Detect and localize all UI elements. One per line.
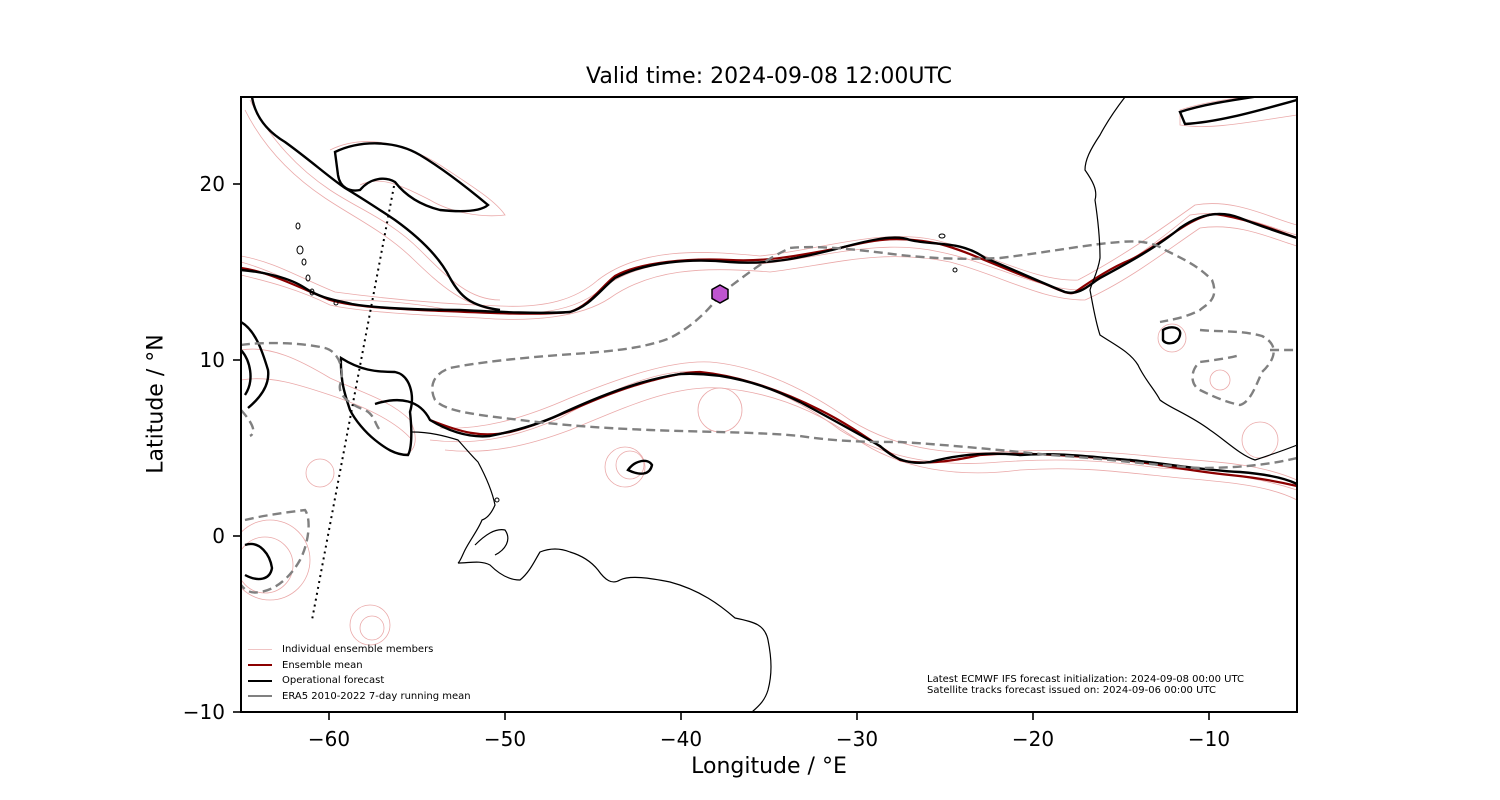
legend-label: Individual ensemble members xyxy=(282,644,434,655)
legend-item: ERA5 2010-2022 7-day running mean xyxy=(248,689,471,705)
y-tick-label: −10 xyxy=(182,700,225,724)
coastlines xyxy=(411,97,1297,712)
operational-forecast xyxy=(241,97,1297,581)
x-tick-label: −50 xyxy=(483,727,527,751)
legend-label: Ensemble mean xyxy=(282,659,363,671)
x-tick-label: −60 xyxy=(307,727,351,751)
plot-frame xyxy=(240,96,1298,713)
tick-marks xyxy=(233,183,1210,720)
hexagon-marker xyxy=(711,284,729,304)
legend-item: Individual ensemble members xyxy=(248,642,471,658)
y-tick-label: 0 xyxy=(212,524,225,548)
legend-swatch-era5 xyxy=(248,695,272,698)
y-tick-label: 10 xyxy=(199,348,225,372)
y-axis-label: Latitude / °N xyxy=(143,334,169,474)
y-tick-label: 20 xyxy=(199,172,225,196)
legend-label: ERA5 2010-2022 7-day running mean xyxy=(282,690,471,702)
legend-label: Operational forecast xyxy=(282,675,385,686)
legend-swatch-ensemble-members xyxy=(248,649,272,651)
legend-swatch-ensemble-mean xyxy=(248,664,272,667)
x-tick-label: −30 xyxy=(835,727,879,751)
islands xyxy=(295,222,958,503)
legend-item: Ensemble mean xyxy=(248,658,471,674)
satellite-track xyxy=(311,185,395,621)
forecast-annotation: Latest ECMWF IFS forecast initialization… xyxy=(927,674,1244,696)
ensemble-members xyxy=(241,97,1297,646)
annotation-line-2: Satellite tracks forecast issued on: 202… xyxy=(927,685,1216,696)
x-tick-label: −20 xyxy=(1011,727,1055,751)
legend-item: Operational forecast xyxy=(248,673,471,689)
x-tick-label: −40 xyxy=(659,727,703,751)
annotation-line-1: Latest ECMWF IFS forecast initialization… xyxy=(927,674,1244,685)
x-axis-label: Longitude / °E xyxy=(691,754,847,779)
era5-running-mean xyxy=(241,240,1297,594)
legend-swatch-operational xyxy=(248,679,272,682)
x-tick-label: −10 xyxy=(1187,727,1231,751)
chart-title: Valid time: 2024-09-08 12:00UTC xyxy=(586,64,952,89)
legend: Individual ensemble members Ensemble mea… xyxy=(248,642,471,704)
